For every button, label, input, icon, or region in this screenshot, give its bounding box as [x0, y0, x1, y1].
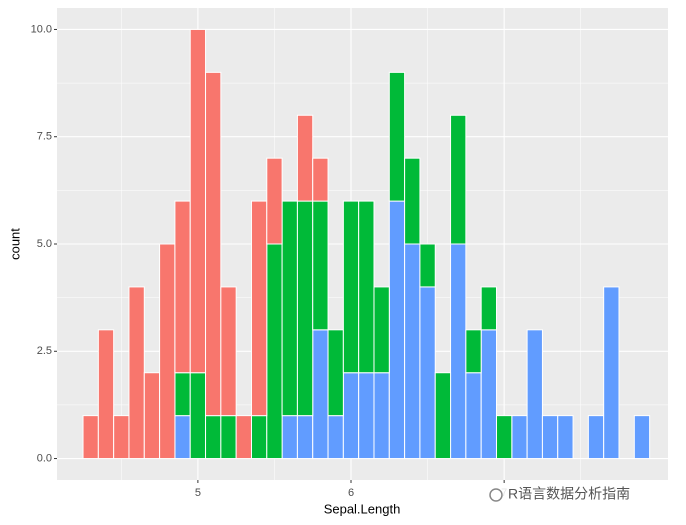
bar — [465, 372, 482, 460]
y-tick-label: 10.0 — [31, 23, 52, 35]
bar — [373, 372, 390, 460]
bar — [189, 28, 207, 374]
bar — [312, 157, 329, 202]
y-tick-label: 0.0 — [37, 452, 52, 464]
bar — [296, 415, 314, 460]
bar — [189, 372, 207, 460]
bar — [250, 415, 268, 460]
bar — [434, 372, 452, 460]
bar — [266, 157, 283, 245]
bar — [373, 286, 390, 374]
bar — [281, 200, 298, 417]
bar — [342, 372, 360, 460]
x-tick-label: 6 — [348, 487, 354, 499]
bar — [358, 372, 375, 460]
bar — [419, 286, 436, 460]
bar — [557, 415, 574, 460]
bar — [128, 286, 145, 460]
bar — [587, 415, 605, 460]
bar — [450, 243, 467, 460]
bar — [388, 200, 406, 460]
bar — [205, 415, 222, 460]
bar — [327, 329, 344, 417]
y-tick-label: 2.5 — [37, 345, 52, 357]
bar — [511, 415, 528, 460]
bar — [388, 71, 406, 202]
bar — [312, 329, 329, 460]
bar — [174, 372, 191, 417]
bar — [480, 286, 497, 331]
bar — [220, 415, 237, 460]
bar — [296, 114, 314, 202]
y-axis-title: count — [7, 228, 22, 260]
bar — [281, 415, 298, 460]
bar — [235, 415, 252, 460]
bar — [480, 329, 497, 460]
bar — [404, 157, 421, 245]
bar — [358, 200, 375, 374]
bar — [526, 329, 543, 460]
y-tick-label: 7.5 — [37, 131, 52, 143]
watermark: R语言数据分析指南 — [508, 486, 630, 502]
bar — [327, 415, 344, 460]
bar — [220, 286, 237, 417]
bar — [465, 329, 482, 374]
y-tick-label: 5.0 — [37, 238, 52, 250]
bar — [342, 200, 360, 374]
bar — [296, 200, 314, 417]
bar — [159, 243, 176, 460]
bar — [97, 329, 115, 460]
bar — [633, 415, 651, 460]
bar — [174, 415, 191, 460]
bar — [495, 415, 513, 460]
bar — [603, 286, 620, 460]
bar — [113, 415, 130, 460]
bar — [250, 200, 268, 417]
bar — [419, 243, 436, 288]
x-tick-label: 5 — [195, 487, 201, 499]
bar — [541, 415, 559, 460]
bar — [312, 200, 329, 331]
bar — [82, 415, 99, 460]
bar — [266, 243, 283, 460]
bar — [450, 114, 467, 245]
watermark-bg — [480, 483, 680, 507]
bar — [205, 71, 222, 417]
bar — [143, 372, 161, 460]
bar — [404, 243, 421, 460]
x-axis-title: Sepal.Length — [324, 501, 401, 516]
bar — [174, 200, 191, 374]
watermark-icon — [489, 488, 503, 502]
